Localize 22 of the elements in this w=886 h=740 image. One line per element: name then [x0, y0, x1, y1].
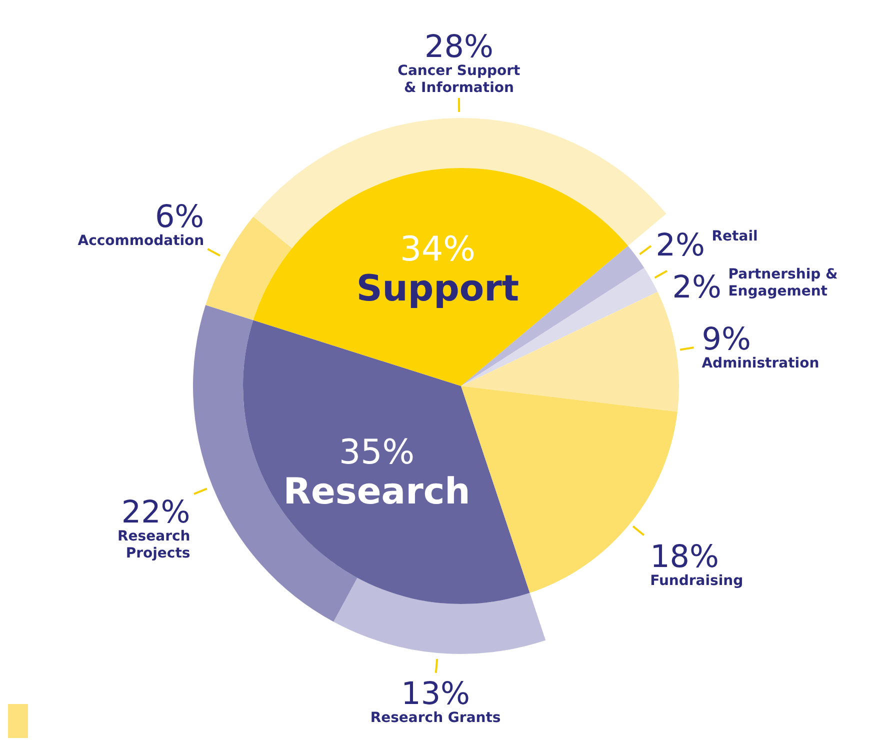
data-label: 2% [672, 269, 722, 306]
slice-label: Fundraising [650, 573, 744, 590]
data-label: 6% [154, 199, 204, 236]
slice-label: Accommodation [78, 233, 204, 250]
pie-slice [253, 168, 628, 386]
data-label: 34% [400, 229, 476, 270]
slice-label: Support [356, 268, 520, 310]
data-label: 35% [339, 432, 415, 472]
slice-label: Research Projects [118, 528, 190, 562]
data-label: 2% [656, 227, 705, 264]
slice-label: Research Grants [370, 710, 501, 726]
pie-slice [243, 320, 530, 604]
data-label: 22% [121, 494, 190, 530]
data-label: 13% [401, 676, 470, 712]
data-label: 18% [650, 539, 719, 576]
data-label: 28% [424, 29, 494, 66]
data-label: 9% [702, 322, 751, 358]
slice-label: Retail [712, 228, 758, 244]
slice-label: Research [283, 471, 470, 512]
slice-label: Administration [702, 356, 820, 372]
slice-label: Cancer Support & Information [398, 63, 521, 96]
slice-label: Partnership & Engagement [728, 266, 838, 300]
